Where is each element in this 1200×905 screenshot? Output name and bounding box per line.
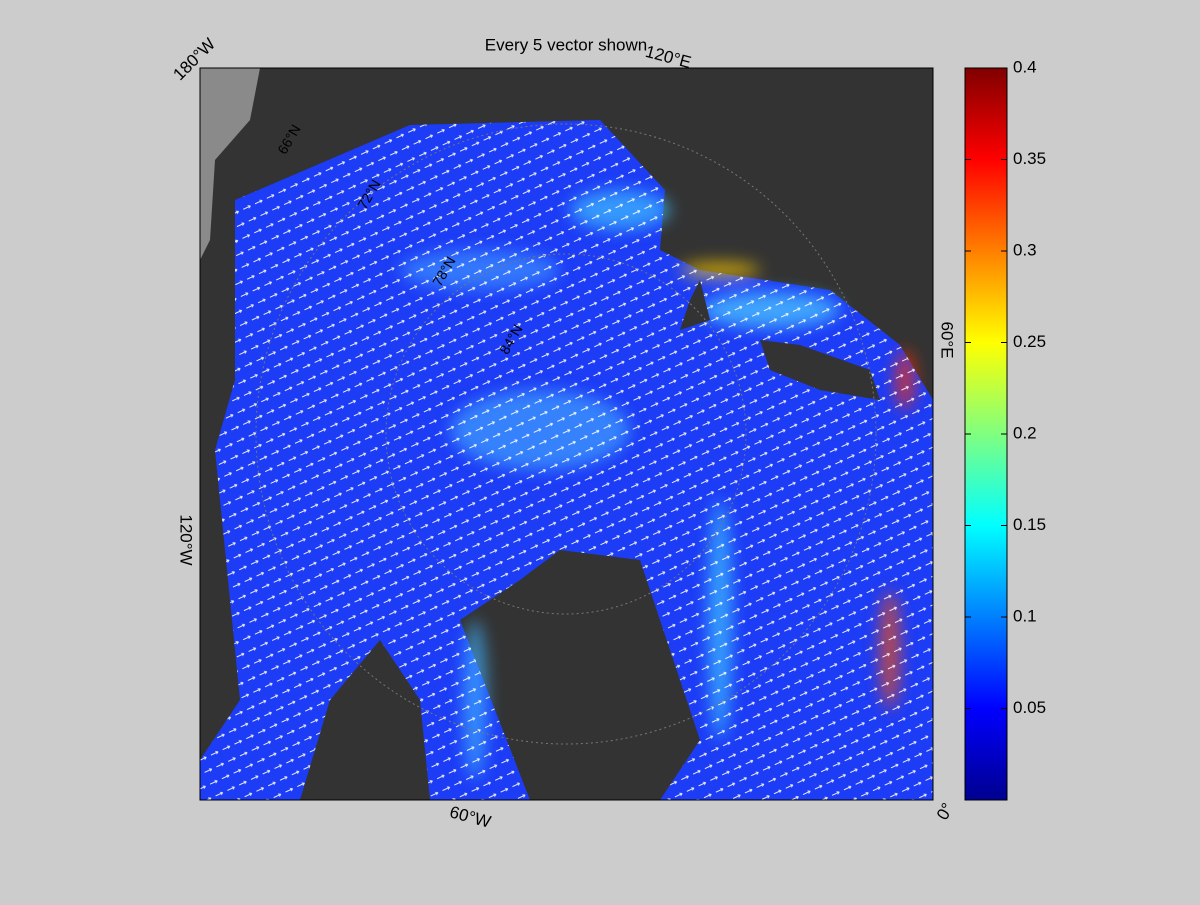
land-grey	[200, 68, 260, 260]
colorbar	[964, 67, 1008, 801]
latitude-circle	[255, 123, 877, 745]
colorbar-tick-label: 0.35	[1013, 149, 1046, 168]
map	[200, 68, 933, 800]
colorbar-tick-label: 0.2	[1013, 423, 1037, 442]
latitude-circle	[385, 253, 747, 615]
longitude-label: 60°E	[938, 321, 957, 358]
colorbar-tick-label: 0.1	[1013, 606, 1037, 625]
colorbar-tick-label: 0.15	[1013, 515, 1046, 534]
island	[760, 340, 880, 400]
title: Every 5 vector shown	[485, 35, 648, 54]
map-frame	[199, 67, 934, 801]
longitude-label: 120°W	[177, 514, 196, 565]
colorbar-tick-label: 0.05	[1013, 698, 1046, 717]
colorbar-tick-label: 0.3	[1013, 240, 1037, 259]
colorbar-tick-label: 0.4	[1013, 57, 1037, 76]
colorbar-tick-label: 0.25	[1013, 332, 1046, 351]
island	[680, 280, 710, 330]
velocity-vectors	[200, 120, 933, 800]
